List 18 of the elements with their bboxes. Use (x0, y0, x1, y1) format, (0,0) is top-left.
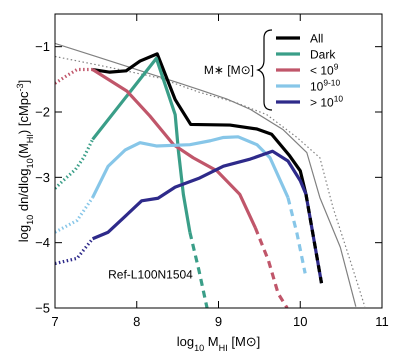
y-tick-label: −3 (35, 170, 50, 185)
legend-title: M∗ [M⊙] (204, 63, 254, 77)
legend-label: < 10$^{9}$ (310, 62, 339, 78)
x-tick-label: 9 (214, 314, 222, 329)
x-tick-label: 10 (293, 314, 308, 329)
legend-label: All (310, 32, 324, 46)
y-tick-label: −2 (35, 104, 50, 120)
x-axis-title: log$_{10}$ M$_{HI}$ [M⊙] (176, 334, 260, 352)
x-tick-label: 8 (133, 314, 140, 329)
x-tick-label: 11 (375, 314, 389, 329)
annotation: Ref-L100N1504 (108, 268, 194, 282)
legend-label: Dark (310, 48, 336, 62)
legend-label: > 10$^{10}$ (310, 94, 344, 110)
y-tick-label: −1 (35, 39, 50, 54)
legend-label: 10$^{9-10}$ (310, 78, 340, 94)
y-tick-label: −4 (35, 235, 50, 250)
x-tick-label: 7 (51, 314, 59, 329)
y-tick-label: −5 (35, 300, 50, 316)
